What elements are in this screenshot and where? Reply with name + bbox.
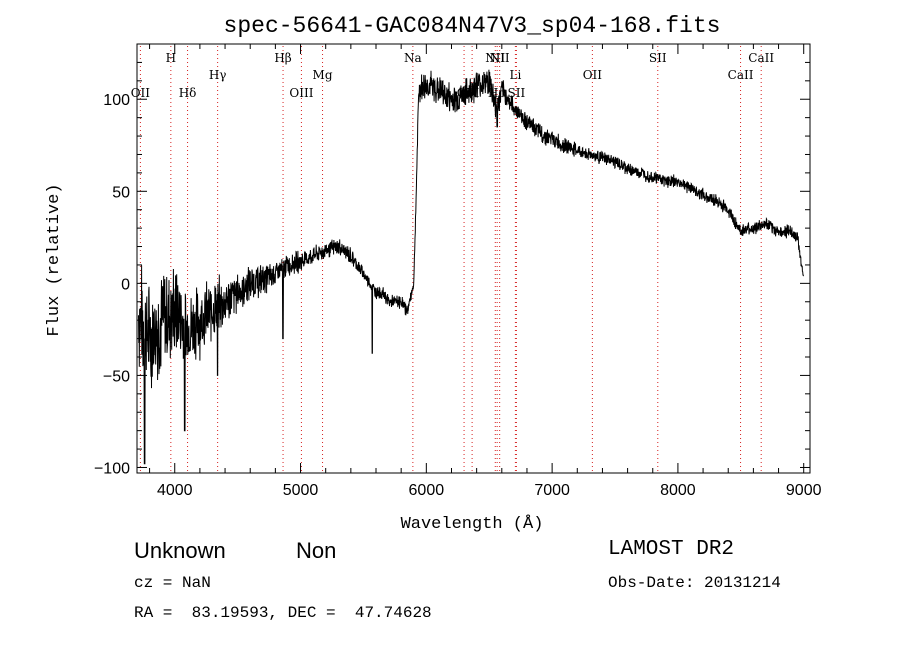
y-tick-label: −100 (94, 460, 130, 477)
plot-border (136, 43, 811, 474)
obs-date-text: Obs-Date: 20131214 (608, 574, 781, 592)
line-marker-label-13: Li (509, 68, 521, 82)
line-marker-label-3: Hγ (209, 68, 227, 82)
y-tick-label: 100 (103, 92, 130, 109)
coordinates-text: RA = 83.19593, DEC = 47.74628 (134, 604, 432, 622)
line-marker-label-6: Mg (313, 68, 333, 82)
line-marker-label-15: OII (583, 68, 603, 82)
x-tick-label: 4000 (157, 482, 193, 499)
x-tick-label: 6000 (409, 482, 445, 499)
line-marker-label-2: Hδ (179, 86, 197, 100)
series-layer (138, 69, 804, 465)
line-marker-label-17: CaII (728, 68, 754, 82)
line-marker-label-12: NII (490, 51, 510, 65)
subclass-label: Non (296, 538, 337, 563)
x-tick-label: 9000 (786, 482, 822, 499)
line-marker-label-18: CaII (748, 51, 774, 65)
line-markers: OIIHHδHγHβOIIIMgNaOIOINIIHαNIILiSIIOIISI… (131, 46, 774, 473)
chart-title: spec-56641-GAC084N47V3_sp04-168.fits (224, 13, 721, 39)
line-marker-label-4: Hβ (274, 51, 291, 65)
x-axis-label: Wavelength (Å) (401, 515, 544, 534)
redshift-text: cz = NaN (134, 574, 211, 592)
x-tick-label: 8000 (660, 482, 696, 499)
y-tick-label: −50 (103, 368, 130, 385)
line-marker-label-1: H (166, 51, 176, 65)
line-marker-label-7: Na (404, 51, 422, 65)
y-tick-label: 50 (112, 184, 130, 201)
line-marker-label-0: OII (131, 86, 151, 100)
plot-frame (136, 43, 811, 474)
y-axis-label: Flux (relative) (45, 183, 64, 336)
y-tick-label: 0 (121, 276, 130, 293)
x-tick-label: 5000 (283, 482, 319, 499)
line-marker-label-14: SII (508, 86, 526, 100)
class-label: Unknown (134, 538, 226, 563)
line-marker-label-10: NII (485, 51, 505, 65)
tick-layer: 4000 5000 6000 7000 8000 9000 −100 −50 0 50 100 (94, 44, 822, 499)
spectrum-line-0 (138, 69, 804, 465)
x-tick-label: 7000 (534, 482, 570, 499)
line-marker-label-5: OIII (289, 86, 313, 100)
survey-label: LAMOST DR2 (608, 538, 735, 561)
line-marker-label-16: SII (649, 51, 667, 65)
